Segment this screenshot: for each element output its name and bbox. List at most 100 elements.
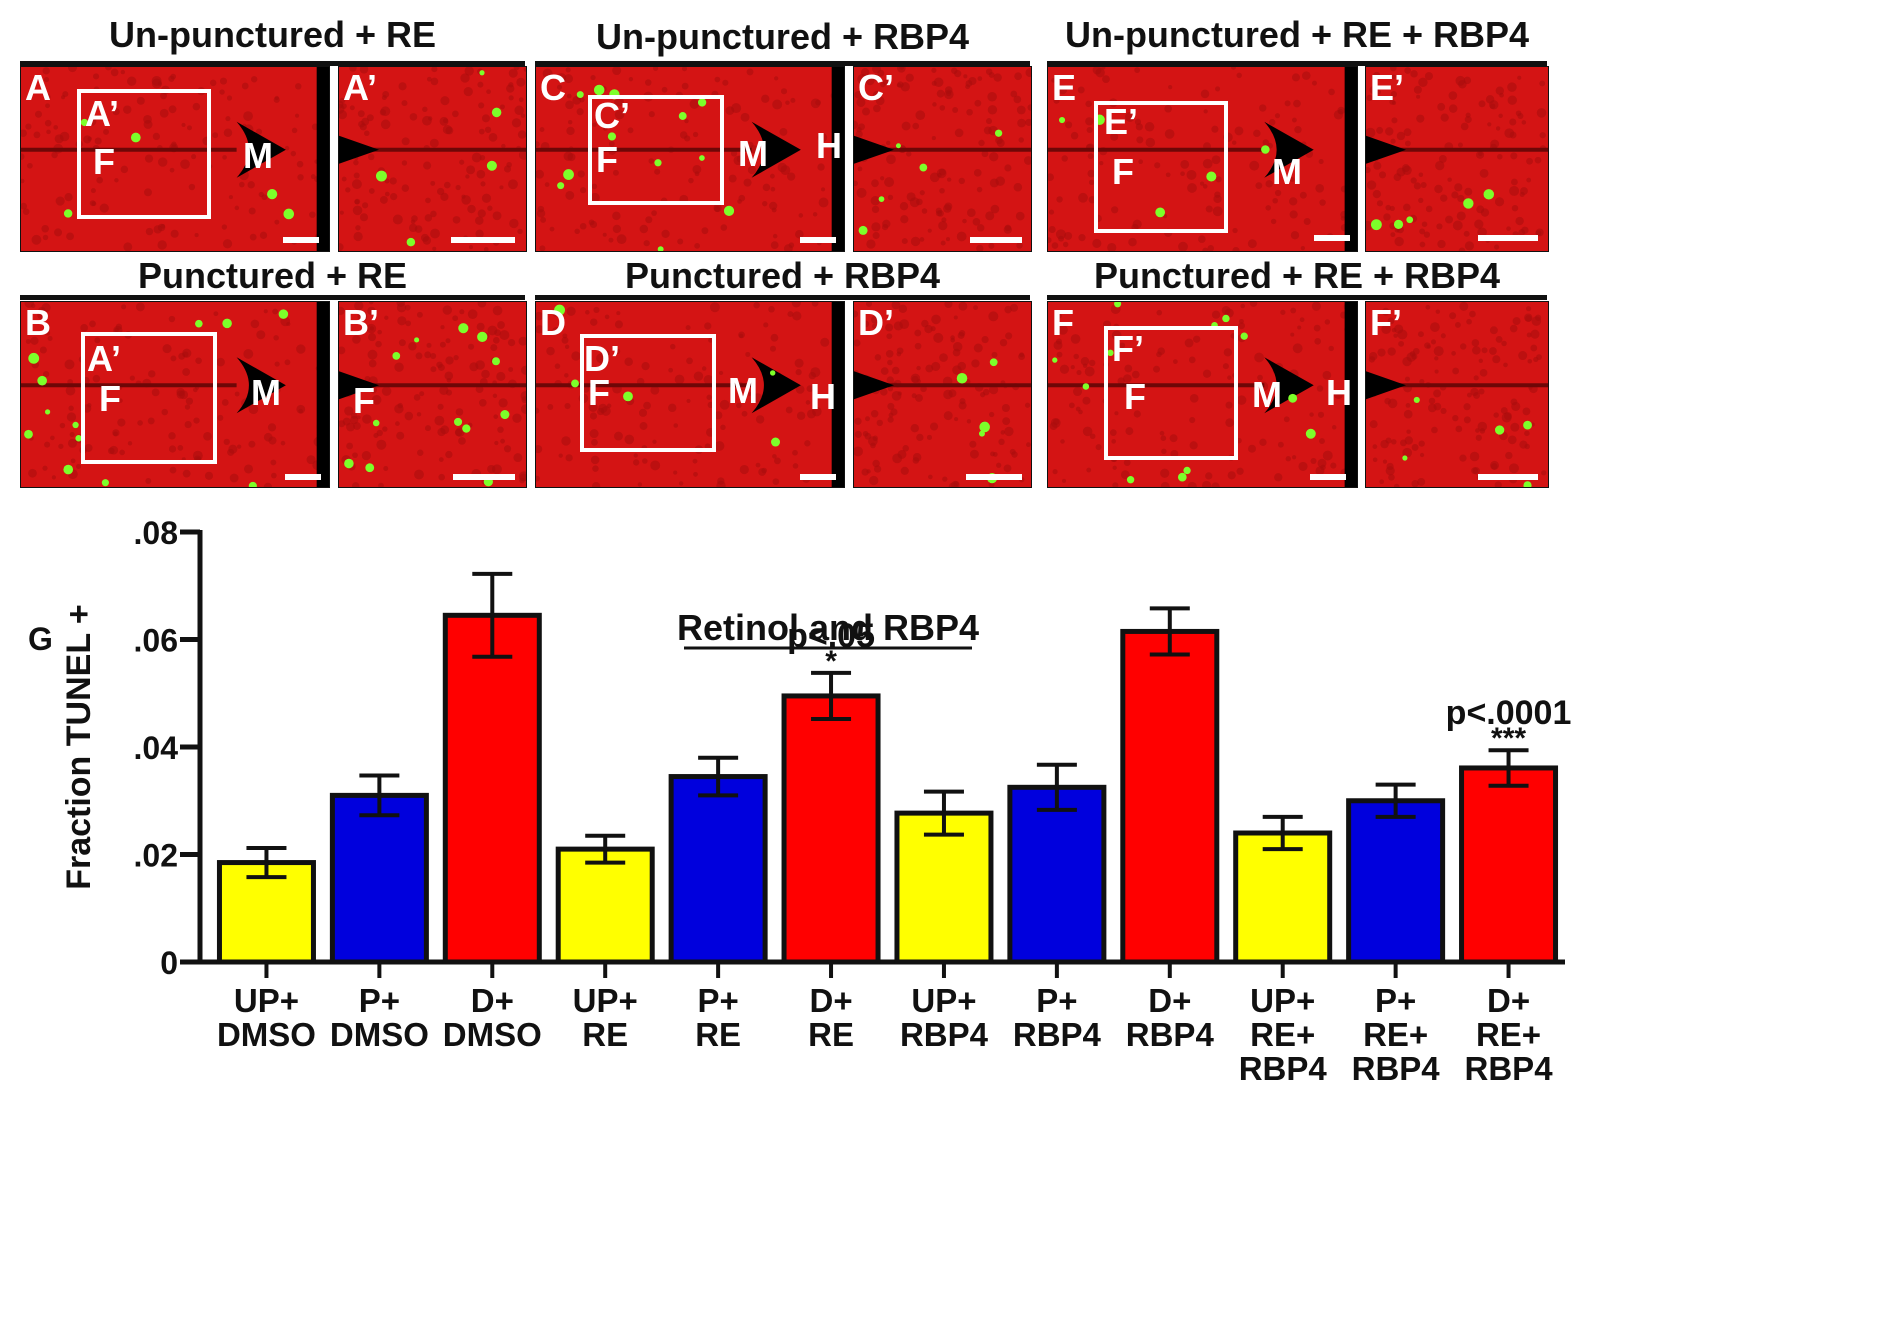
nucleus-speckle <box>815 99 821 106</box>
nucleus-speckle <box>608 237 614 243</box>
nucleus-speckle <box>648 158 655 164</box>
nucleus-speckle <box>65 385 76 396</box>
micrograph-panel-b-prime: B’ F <box>338 301 527 488</box>
nucleus-speckle <box>885 349 894 358</box>
nucleus-speckle <box>1522 407 1531 416</box>
nucleus-speckle <box>641 362 650 371</box>
nucleus-speckle <box>487 325 498 336</box>
nucleus-speckle <box>1124 364 1133 373</box>
nucleus-speckle <box>673 423 679 428</box>
nucleus-speckle <box>970 449 979 459</box>
tunel-positive-cell <box>479 70 485 76</box>
nucleus-speckle <box>681 82 689 90</box>
nucleus-speckle <box>1419 228 1426 235</box>
nucleus-speckle <box>795 369 802 376</box>
nucleus-speckle <box>1489 103 1496 109</box>
nucleus-speckle <box>694 171 700 177</box>
tunel-positive-cell <box>37 375 47 386</box>
nucleus-speckle <box>762 183 771 192</box>
nucleus-speckle <box>508 179 518 190</box>
tunel-positive-cell <box>1052 357 1058 363</box>
nucleus-speckle <box>536 325 544 334</box>
nucleus-speckle <box>521 396 526 404</box>
x-tick-label: D+ <box>1148 982 1191 1019</box>
nucleus-speckle <box>747 141 754 148</box>
nucleus-speckle <box>1440 407 1447 414</box>
nucleus-speckle <box>873 74 881 82</box>
nucleus-speckle <box>1265 180 1273 188</box>
nucleus-speckle <box>880 176 885 181</box>
nucleus-speckle <box>1085 100 1092 108</box>
nucleus-speckle <box>1135 123 1143 131</box>
nucleus-speckle <box>1405 140 1411 147</box>
nucleus-speckle <box>862 107 870 116</box>
tunel-positive-cell <box>101 479 109 487</box>
nucleus-speckle <box>940 240 946 246</box>
nucleus-speckle <box>1371 314 1379 322</box>
nucleus-speckle <box>1410 70 1418 78</box>
nucleus-speckle <box>1161 448 1167 455</box>
nucleus-speckle <box>1475 428 1480 433</box>
nucleus-speckle <box>1404 436 1413 445</box>
nucleus-speckle <box>1290 332 1295 337</box>
nucleus-speckle <box>542 68 553 79</box>
nucleus-speckle <box>353 172 360 179</box>
nucleus-speckle <box>758 468 767 476</box>
micrograph-image <box>536 302 844 487</box>
nucleus-speckle <box>352 452 358 459</box>
micrograph-panel-b: B A’ F M <box>20 301 330 488</box>
nucleus-speckle <box>628 76 634 82</box>
nucleus-speckle <box>1232 246 1240 251</box>
nucleus-speckle <box>339 110 348 120</box>
bar <box>1007 784 1107 965</box>
nucleus-speckle <box>579 222 587 230</box>
nucleus-speckle <box>306 455 316 465</box>
nucleus-speckle <box>709 302 720 313</box>
nucleus-speckle <box>818 197 829 208</box>
nucleus-speckle <box>1293 99 1301 108</box>
x-tick-label: RBP4 <box>1126 1016 1215 1053</box>
nucleus-speckle <box>1274 189 1282 197</box>
nucleus-speckle <box>1423 231 1431 238</box>
nucleus-speckle <box>747 391 752 397</box>
nucleus-speckle <box>468 245 473 250</box>
tunel-positive-cell <box>365 463 375 473</box>
nucleus-speckle <box>857 166 863 172</box>
nucleus-speckle <box>1056 351 1063 358</box>
tunel-positive-cell <box>771 437 781 447</box>
nucleus-speckle <box>590 74 596 81</box>
nucleus-speckle <box>954 128 964 138</box>
nucleus-speckle <box>1087 169 1096 178</box>
nucleus-speckle <box>963 74 968 79</box>
nucleus-speckle <box>905 73 914 82</box>
nucleus-speckle <box>988 311 999 322</box>
nucleus-speckle <box>494 440 499 446</box>
nucleus-speckle <box>1170 449 1179 458</box>
nucleus-speckle <box>1053 340 1063 350</box>
nucleus-speckle <box>1382 459 1388 464</box>
nucleus-speckle <box>1396 167 1406 177</box>
nucleus-speckle <box>1390 232 1396 238</box>
nucleus-speckle <box>414 225 423 233</box>
nucleus-speckle <box>808 371 816 380</box>
nucleus-speckle <box>1292 455 1297 460</box>
nucleus-speckle <box>769 173 775 179</box>
nucleus-speckle <box>854 91 863 99</box>
bar <box>1346 798 1446 965</box>
nucleus-speckle <box>944 302 953 309</box>
nucleus-speckle <box>55 196 65 206</box>
nucleus-speckle <box>1311 302 1321 311</box>
nucleus-speckle <box>1388 474 1395 481</box>
nucleus-speckle <box>637 482 643 487</box>
nucleus-speckle <box>993 73 1002 82</box>
nucleus-speckle <box>194 233 199 238</box>
nucleus-speckle <box>151 75 162 86</box>
nucleus-speckle <box>296 160 304 168</box>
nucleus-speckle <box>912 452 922 462</box>
nucleus-speckle <box>248 404 259 415</box>
nucleus-speckle <box>1515 216 1524 226</box>
nucleus-speckle <box>248 440 256 448</box>
nucleus-speckle <box>127 441 133 446</box>
nucleus-speckle <box>898 304 908 314</box>
tunel-positive-cell <box>80 118 89 127</box>
